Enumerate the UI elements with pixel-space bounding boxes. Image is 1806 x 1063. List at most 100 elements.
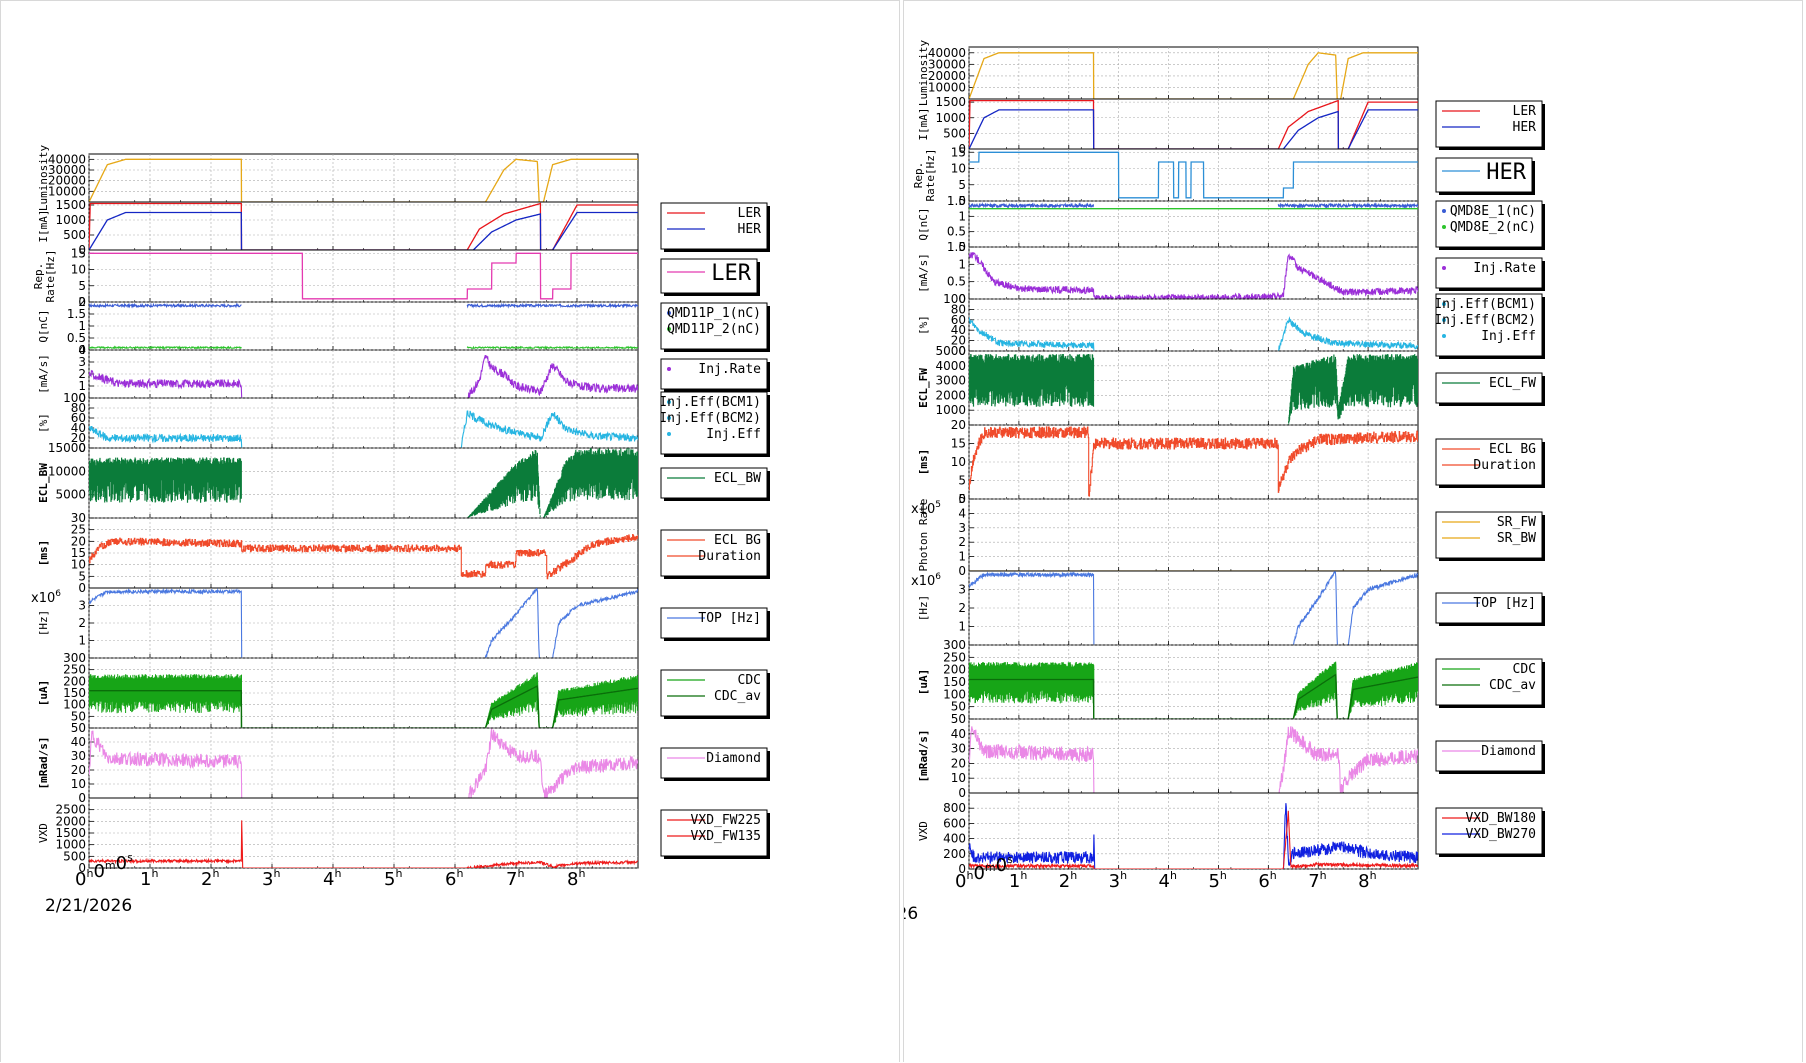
series-group: [969, 316, 1418, 351]
y-tick-label: 15: [951, 437, 966, 451]
y-tick-label: 1: [78, 319, 86, 333]
panel--hz-: 1 2 3 [Hz] x106: [911, 570, 1419, 646]
x-tick-unit: h: [1220, 869, 1227, 882]
legend-label: LER: [1513, 104, 1537, 119]
legend-label: QMD11P_1(nC): [667, 306, 761, 321]
legend-marker: [667, 432, 671, 436]
y-tick-label: 2: [78, 616, 86, 630]
legend-box: [1435, 511, 1543, 559]
legend--hz-: TOP [Hz]: [1435, 592, 1545, 626]
y-tick-label: 600: [943, 816, 966, 830]
panel--hz-: 1 2 3 [Hz] x106: [31, 587, 639, 659]
y-axis-label: VXD: [37, 823, 50, 843]
x-tick-unit: h: [151, 867, 158, 880]
legend-box: [1435, 200, 1543, 248]
y-tick-label: 3000: [935, 374, 966, 388]
legend-box: [1435, 807, 1543, 855]
y-axis-label: [Hz]: [37, 610, 50, 637]
y-tick-label: 1.5: [947, 240, 966, 254]
panel-q-nc-: 00.511.52Q[nC]: [37, 295, 639, 357]
series-group: [89, 354, 638, 398]
legend-label: TOP [Hz]: [1473, 596, 1536, 611]
y-tick-label: 1500: [55, 826, 86, 840]
right-chart-panel: 10000 20000 30000 40000 Luminosity 0 500 1000 15…: [903, 0, 1803, 1062]
y-tick-label: 40: [951, 727, 966, 741]
legend-label: CDC_av: [1489, 678, 1536, 693]
y-tick-label: 20000: [48, 174, 86, 188]
y-tick-label: 200: [63, 674, 86, 688]
y-tick-label: 15: [951, 145, 966, 159]
y-tick-label: 30000: [48, 163, 86, 177]
series-group: [89, 588, 638, 658]
panel-ecl-bw: 5000 10000 15000 ECL_BW: [37, 441, 639, 519]
x-tick-number: 6: [1258, 871, 1269, 892]
y-tick-label: 10: [951, 455, 966, 469]
exp-base: x10: [31, 591, 55, 606]
y-tick-label: 0: [78, 861, 86, 875]
panel-frame: [88, 349, 639, 399]
y-tick-label: 0: [958, 862, 966, 876]
x-tick-unit: h: [395, 867, 402, 880]
y-tick-label: 20: [71, 763, 86, 777]
exp-base: x10: [911, 574, 935, 589]
panel-frame: [968, 98, 1419, 150]
y-axis-label: Rep.Rate[Hz]: [32, 250, 57, 303]
x-tick-number: 5: [1208, 871, 1219, 892]
series-diamond: [89, 728, 638, 798]
legend-label: LER: [738, 206, 762, 221]
x-tick-unit: h: [966, 869, 973, 882]
series-group: [969, 571, 1418, 645]
legend-marker: [667, 416, 671, 420]
series-ler: [969, 99, 1418, 149]
legend-label: Inj.Rate: [698, 362, 761, 377]
panel-frame: [88, 797, 639, 869]
panel-frame: [968, 46, 1419, 100]
legend-box: [1435, 740, 1543, 772]
left-chart-panel: 10000 20000 30000 40000 Luminosity 0 500 1000 15…: [0, 0, 900, 1062]
y-tick-label: 1500: [55, 198, 86, 212]
y-tick-label: 0: [78, 791, 86, 805]
series-group: [89, 534, 638, 580]
legend-label: Inj.Eff(BCM2): [1434, 313, 1536, 328]
legend-label: HER: [1513, 120, 1537, 135]
legend--mrad-s-: Diamond: [1435, 740, 1545, 774]
exp-power: 6: [55, 589, 61, 599]
legend-box: [1435, 372, 1543, 404]
x-tick-unit: h: [1270, 869, 1277, 882]
exp-power: 5: [935, 500, 941, 510]
y-tick-label: 20000: [928, 69, 966, 83]
legend-box: [660, 302, 768, 350]
y-tick-label: 30: [951, 742, 966, 756]
y-axis-label: [mRad/s]: [37, 737, 50, 790]
series-group: [89, 448, 638, 518]
y-tick-label: 80: [951, 302, 966, 316]
y-tick-label: 20: [71, 431, 86, 445]
legend-marker: [1442, 334, 1446, 338]
panel-frame: [968, 792, 1419, 870]
y-tick-label: 1000: [935, 111, 966, 125]
legend-box: [1435, 658, 1543, 706]
y-tick-label: 2: [958, 601, 966, 615]
legend-box: [1435, 257, 1543, 289]
legend-box: [1435, 438, 1543, 486]
y-tick-label: 1000: [935, 403, 966, 417]
y-axis-label: I[mA]: [917, 107, 930, 140]
x-tick-unit: h: [578, 867, 585, 880]
x-tick-unit: m: [985, 861, 996, 874]
series-her: [89, 211, 638, 250]
y-tick-label: 800: [943, 801, 966, 815]
series-group: [969, 426, 1418, 497]
y-tick-label: 10000: [928, 80, 966, 94]
y-tick-label: 0.5: [67, 331, 86, 345]
x-tick-unit: h: [1020, 869, 1027, 882]
y-tick-label: 0: [78, 343, 86, 357]
series-group: [969, 354, 1418, 425]
y-tick-label: 20: [951, 418, 966, 432]
y-tick-label: 200: [943, 663, 966, 677]
y-tick-label: 1: [958, 209, 966, 223]
